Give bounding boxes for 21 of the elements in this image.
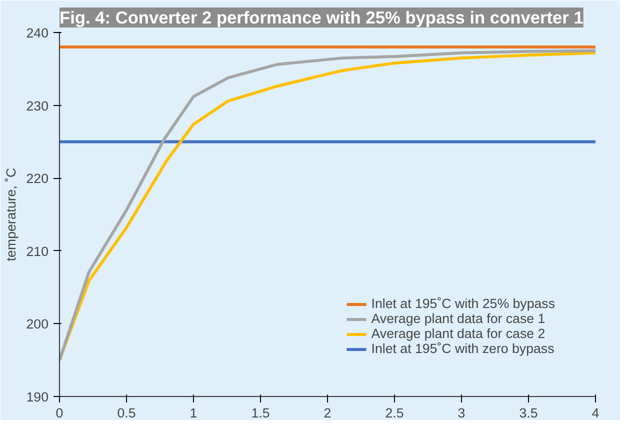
y-axis-title: temperature, ˚C [3, 167, 18, 262]
legend-label: Average plant data for case 2 [371, 326, 546, 341]
legend-label: Average plant data for case 1 [371, 311, 546, 326]
x-tick-label: 3.5 [519, 406, 538, 420]
x-tick-label: 4 [592, 406, 600, 420]
x-tick-label: 0.5 [117, 406, 136, 420]
chart-title: Fig. 4: Converter 2 performance with 25% bypass in converter 1 [60, 8, 584, 28]
x-tick-label: 1.5 [251, 406, 270, 420]
y-tick-label: 230 [26, 98, 49, 114]
y-tick-label: 240 [26, 26, 49, 40]
y-tick-label: 190 [26, 390, 49, 404]
x-tick-label: 0 [56, 406, 64, 420]
x-tick-label: 2.5 [385, 406, 404, 420]
y-tick-label: 220 [26, 171, 49, 186]
x-tick-label: 1 [190, 406, 198, 420]
x-tick-label: 2 [324, 406, 332, 420]
x-tick-label: 3 [458, 406, 466, 420]
legend-label: Inlet at 195˚C with zero bypass [371, 341, 554, 356]
legend-label: Inlet at 195˚C with 25% bypass [371, 296, 555, 311]
y-tick-label: 210 [26, 244, 49, 259]
y-tick-label: 200 [26, 316, 49, 332]
